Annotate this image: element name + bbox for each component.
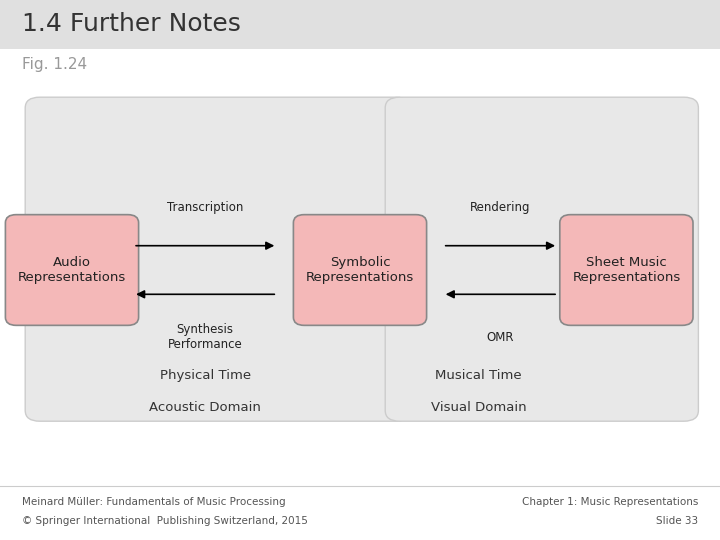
Text: Fig. 1.24: Fig. 1.24 <box>22 57 86 72</box>
Text: Visual Domain: Visual Domain <box>431 401 526 414</box>
Text: Transcription: Transcription <box>167 201 243 214</box>
FancyBboxPatch shape <box>6 215 138 325</box>
Text: Symbolic
Representations: Symbolic Representations <box>306 256 414 284</box>
Text: Rendering: Rendering <box>470 201 531 214</box>
FancyBboxPatch shape <box>385 97 698 421</box>
FancyBboxPatch shape <box>0 0 720 49</box>
Text: Audio
Representations: Audio Representations <box>18 256 126 284</box>
Text: Meinard Müller: Fundamentals of Music Processing: Meinard Müller: Fundamentals of Music Pr… <box>22 497 285 507</box>
Text: Sheet Music
Representations: Sheet Music Representations <box>572 256 680 284</box>
Text: 1.4 Further Notes: 1.4 Further Notes <box>22 12 240 36</box>
Text: Physical Time: Physical Time <box>160 369 251 382</box>
Text: Slide 33: Slide 33 <box>656 516 698 526</box>
Text: OMR: OMR <box>487 331 514 344</box>
FancyBboxPatch shape <box>294 215 426 325</box>
FancyBboxPatch shape <box>560 215 693 325</box>
Text: Musical Time: Musical Time <box>436 369 522 382</box>
Text: © Springer International  Publishing Switzerland, 2015: © Springer International Publishing Swit… <box>22 516 307 526</box>
FancyBboxPatch shape <box>25 97 410 421</box>
Text: Acoustic Domain: Acoustic Domain <box>149 401 261 414</box>
Text: Chapter 1: Music Representations: Chapter 1: Music Representations <box>522 497 698 507</box>
Text: Synthesis
Performance: Synthesis Performance <box>168 323 243 352</box>
